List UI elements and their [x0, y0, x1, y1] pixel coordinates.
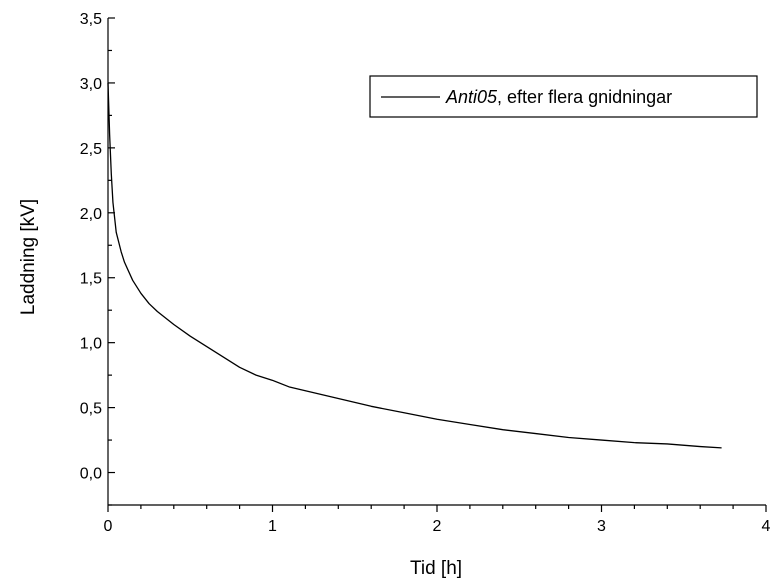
x-tick-label: 0 [104, 518, 113, 535]
x-tick-label: 4 [762, 518, 771, 535]
y-tick-label: 3,0 [80, 76, 102, 93]
y-tick-label: 2,0 [80, 206, 102, 223]
y-tick-label: 3,5 [80, 11, 102, 28]
x-tick-label: 3 [597, 518, 606, 535]
y-tick-label: 1,0 [80, 336, 102, 353]
legend-label: Anti05, efter flera gnidningar [445, 87, 672, 107]
x-tick-label: 2 [433, 518, 442, 535]
legend: Anti05, efter flera gnidningar [369, 75, 758, 118]
y-tick-label: 0,0 [80, 466, 102, 483]
y-axis-label: Laddning [kV] [18, 199, 39, 315]
legend-label-italic: Anti05 [445, 87, 498, 107]
y-tick-label: 1,5 [80, 271, 102, 288]
y-tick-label: 2,5 [80, 141, 102, 158]
series-line-0 [107, 82, 722, 449]
x-axis-label: Tid [h] [410, 558, 462, 579]
legend-label-rest: , efter flera gnidningar [497, 87, 672, 107]
x-tick-label: 1 [268, 518, 277, 535]
y-tick-label: 0,5 [80, 401, 102, 418]
series-layer [107, 82, 722, 449]
axes: 0,0 0,5 1,0 1,5 2,0 2,5 3,0 3,5 0 1 2 3 4 [80, 11, 771, 535]
